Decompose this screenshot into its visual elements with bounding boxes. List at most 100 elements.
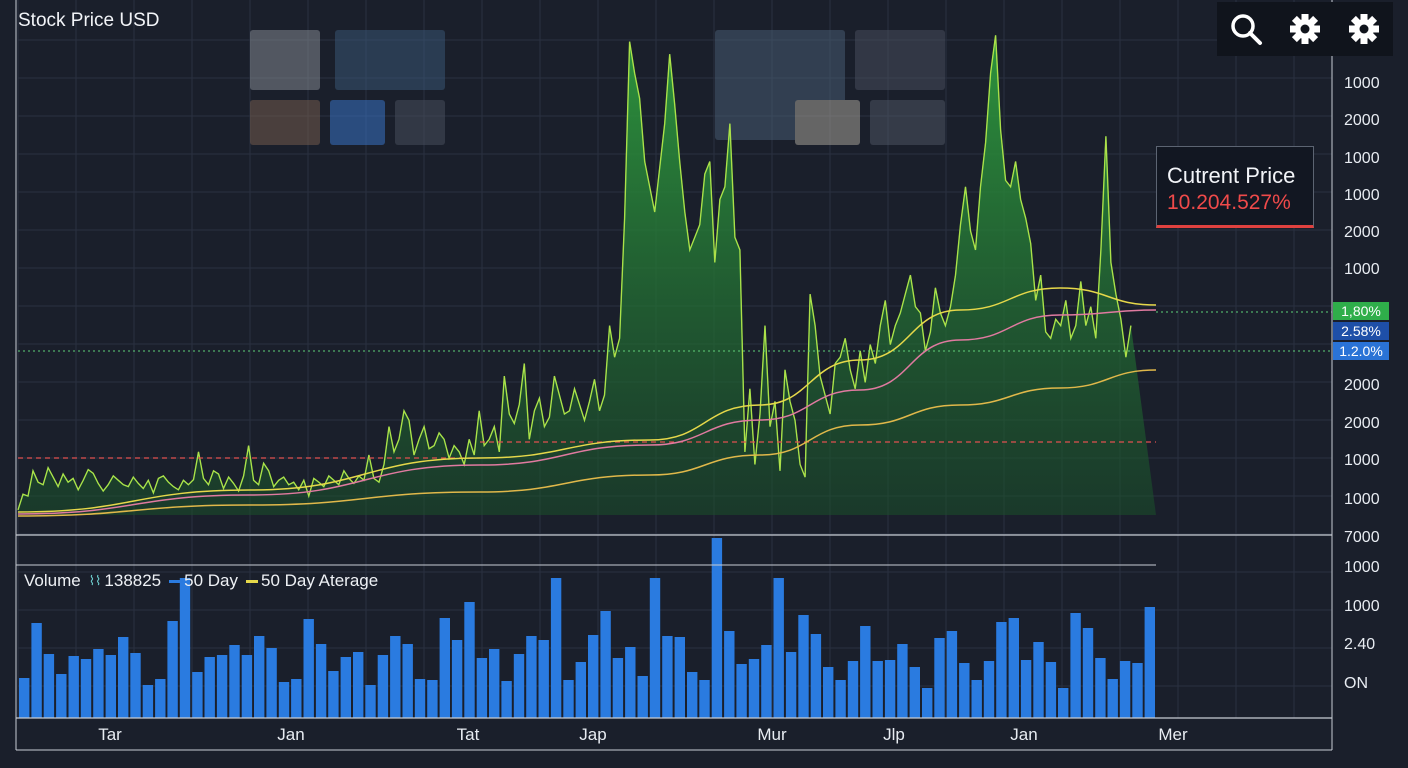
price-tag-green: 1,80%	[1333, 302, 1389, 320]
volume-bar	[303, 619, 314, 718]
price-tag-blue: 1.2.0%	[1333, 342, 1389, 360]
volume-bar	[1095, 658, 1106, 718]
volume-bar	[19, 678, 30, 718]
volume-bar	[192, 672, 203, 718]
blurred-thumbnail	[250, 100, 320, 145]
settings-button-2[interactable]	[1341, 6, 1387, 52]
volume-bar	[142, 685, 154, 718]
price-line-highlight	[17, 35, 1132, 511]
volume-bar	[31, 623, 42, 718]
volume-bar	[785, 652, 797, 718]
volume-bar	[662, 636, 673, 718]
volume-bar	[1045, 662, 1057, 718]
volume-bar	[897, 644, 908, 718]
volume-bar	[451, 640, 463, 718]
volume-bar	[563, 680, 574, 718]
volume-y-tick-label: 1000	[1344, 559, 1380, 576]
volume-bar	[860, 626, 871, 718]
volume-bar	[699, 680, 710, 718]
volume-bar	[216, 655, 228, 718]
settings-icon	[1289, 14, 1320, 44]
x-tick-label: Jan	[277, 725, 304, 744]
volume-bar	[476, 658, 488, 718]
y-tick-label: 1000	[1344, 187, 1380, 204]
volume-bar	[278, 682, 290, 718]
volume-bar	[439, 618, 450, 718]
blurred-thumbnail	[250, 30, 320, 90]
volume-bar	[291, 679, 302, 718]
volume-bar	[674, 637, 685, 718]
volume-bar	[130, 653, 141, 718]
volume-bar	[588, 635, 599, 718]
x-tick-label: Tat	[457, 725, 480, 744]
volume-bar	[748, 659, 760, 718]
legend-swatch-blue	[169, 579, 182, 583]
moving-averages	[17, 287, 1157, 517]
volume-bar	[847, 661, 859, 718]
volume-bar	[229, 645, 240, 718]
volume-bar	[996, 622, 1007, 718]
volume-bar	[649, 578, 661, 718]
volume-bar	[1132, 663, 1143, 718]
settings-icon	[1348, 14, 1379, 44]
moving-average-pink	[17, 309, 1157, 515]
volume-y-tick-label: ON	[1344, 675, 1368, 692]
y-tick-label: 1000	[1344, 261, 1380, 278]
y-tick-label: 1000	[1344, 75, 1380, 92]
moving-average-orange	[17, 369, 1157, 517]
volume-bar	[402, 644, 413, 718]
price-area	[18, 35, 1156, 516]
volume-bar	[1033, 642, 1044, 718]
search-icon	[1231, 14, 1263, 45]
volume-bar	[798, 615, 809, 718]
volume-bar	[1020, 660, 1032, 718]
volume-value: 138825	[104, 571, 162, 590]
volume-bar	[872, 661, 883, 718]
volume-bar	[365, 685, 376, 718]
volume-bar	[464, 602, 475, 718]
blurred-thumbnail	[855, 30, 945, 90]
volume-bar	[414, 679, 426, 718]
volume-bar	[241, 655, 253, 718]
toolbar	[1217, 2, 1393, 56]
volume-bar	[68, 656, 79, 718]
volume-bar	[43, 654, 55, 718]
x-tick-label: Tar	[98, 725, 122, 744]
volume-bar	[377, 655, 389, 718]
y-axis-labels: 1000 2000 1000 1000 2000 1000 2000 2000 1000 1000…	[1344, 75, 1380, 692]
volume-bar	[810, 634, 822, 718]
y-tick-label: 2000	[1344, 112, 1380, 129]
volume-bar	[390, 636, 401, 718]
volume-bar	[167, 621, 178, 718]
reference-lines	[18, 311, 1332, 459]
volume-bar	[1119, 661, 1131, 718]
volume-bar	[983, 661, 995, 718]
volume-bar	[513, 654, 525, 718]
volume-bar	[835, 680, 846, 718]
volume-bar	[600, 611, 611, 718]
legend-50-day-average-label: 50 Day Aterage	[261, 571, 379, 590]
y-tick-label: 1000	[1344, 150, 1380, 167]
legend-50-day-label: 50 Day	[184, 571, 239, 590]
volume-bar	[266, 648, 277, 718]
blurred-thumbnail	[330, 100, 385, 145]
volume-bar	[773, 578, 784, 718]
volume-bar	[909, 667, 920, 718]
y-tick-label: 7000	[1344, 529, 1380, 546]
y-tick-label: 2000	[1344, 377, 1380, 394]
volume-bar	[959, 663, 970, 718]
volume-bar	[56, 674, 67, 718]
legend-swatch-yellow	[246, 579, 259, 583]
volume-bar	[179, 578, 191, 718]
volume-bar	[922, 688, 933, 718]
volume-bar	[105, 655, 116, 718]
volume-bar	[1058, 688, 1069, 718]
volume-bar	[736, 664, 747, 718]
search-button[interactable]	[1223, 6, 1269, 52]
volume-bar	[501, 681, 512, 718]
chart-title: Stock Price USD	[18, 10, 160, 31]
volume-bar	[254, 636, 265, 718]
y-tick-label: 2000	[1344, 415, 1380, 432]
settings-button[interactable]	[1282, 6, 1328, 52]
volume-bar	[427, 680, 438, 718]
